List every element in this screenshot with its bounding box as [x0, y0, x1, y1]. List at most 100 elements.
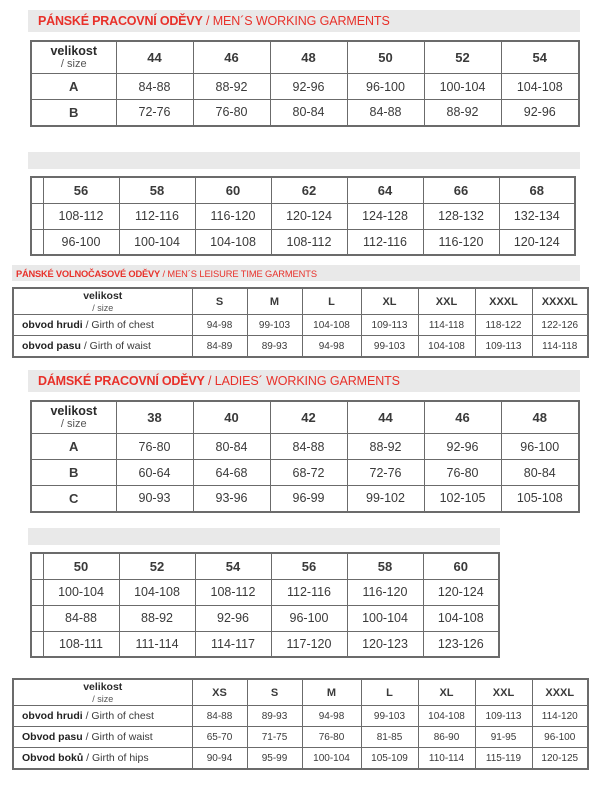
table-row-header: 50 52 54 56 58 60 — [30, 552, 500, 580]
table-cell: 89-93 — [246, 705, 303, 728]
row-label: B — [30, 459, 117, 487]
column-header: 54 — [500, 40, 580, 75]
table-cell: 112-116 — [118, 202, 196, 230]
table-cell: 112-116 — [270, 578, 348, 606]
table-cell: 94-98 — [301, 335, 362, 358]
column-header: 68 — [498, 176, 576, 204]
table-cell: 108-111 — [42, 630, 120, 658]
table-cell: 80-84 — [192, 433, 271, 461]
table-cell: 99-103 — [360, 705, 419, 728]
table-cell: 99-103 — [246, 314, 303, 337]
table-row: obvod hrudi / Girth of chest 94-98 99-10… — [12, 314, 589, 337]
column-header: 60 — [194, 176, 272, 204]
table-cell: 128-132 — [422, 202, 500, 230]
row-label: A — [30, 73, 117, 101]
column-header: 52 — [118, 552, 196, 580]
table-cell: 71-75 — [246, 726, 303, 749]
row-label-stub — [30, 630, 44, 658]
table-cell: 105-108 — [500, 485, 580, 513]
table-cell: 84-88 — [269, 433, 348, 461]
table-cell: 120-124 — [422, 578, 500, 606]
table-cell: 120-124 — [270, 202, 348, 230]
table-row: B 60-64 64-68 68-72 72-76 76-80 80-84 — [30, 459, 580, 487]
table-cell: 104-108 — [118, 578, 196, 606]
size-label-en: / size — [60, 418, 87, 431]
column-header: 40 — [192, 400, 271, 435]
table-cell: 88-92 — [423, 99, 502, 127]
column-header: XXXXL — [531, 287, 589, 316]
size-label-cz: velikost — [50, 44, 98, 58]
row-label-en: / Girth of waist — [82, 731, 153, 744]
row-label-cz: Obvod boků — [22, 752, 84, 765]
row-label-stub — [30, 552, 44, 580]
size-label-cz: velikost — [83, 290, 123, 302]
table-cell: 114-120 — [531, 705, 589, 728]
table-cell: 114-118 — [417, 314, 476, 337]
table-cell: 100-104 — [423, 73, 502, 101]
table-row: obvod hrudi / Girth of chest 84-88 89-93… — [12, 705, 589, 728]
column-header: 44 — [346, 400, 425, 435]
table-cell: 68-72 — [269, 459, 348, 487]
table-cell: 76-80 — [115, 433, 194, 461]
column-header: 42 — [269, 400, 348, 435]
column-header: L — [301, 287, 362, 316]
table-cell: 88-92 — [192, 73, 271, 101]
row-label-stub — [30, 578, 44, 606]
table-cell: 104-108 — [500, 73, 580, 101]
table-cell: 94-98 — [301, 705, 362, 728]
row-label-en: / Girth of waist — [80, 340, 151, 353]
table-row: 100-104 104-108 108-112 112-116 116-120 … — [30, 578, 500, 606]
column-header: 56 — [270, 552, 348, 580]
table-cell: 84-88 — [42, 604, 120, 632]
table-cell: 109-113 — [360, 314, 419, 337]
table-mens-leisure: velikost / size S M L XL XXL XXXL XXXXL … — [12, 287, 589, 358]
table-cell: 96-99 — [269, 485, 348, 513]
row-label: Obvod boků / Girth of hips — [12, 747, 193, 770]
table-cell: 64-68 — [192, 459, 271, 487]
table-cell: 92-96 — [423, 433, 502, 461]
table-cell: 84-88 — [115, 73, 194, 101]
table-cell: 122-126 — [531, 314, 589, 337]
column-header: M — [301, 678, 362, 707]
table-cell: 86-90 — [417, 726, 476, 749]
row-label: A — [30, 433, 117, 461]
table-cell: 93-96 — [192, 485, 271, 513]
table-cell: 116-120 — [422, 228, 500, 256]
row-label-cz: Obvod pasu — [22, 731, 83, 744]
row-label-stub — [30, 176, 44, 204]
table-cell: 94-98 — [191, 314, 248, 337]
table-cell: 80-84 — [269, 99, 348, 127]
table-row: 108-111 111-114 114-117 117-120 120-123 … — [30, 630, 500, 658]
column-header: L — [360, 678, 419, 707]
table-cell: 108-112 — [270, 228, 348, 256]
heading-cz: DÁMSKÉ PRACOVNÍ ODĚVY — [38, 374, 205, 388]
column-header: 50 — [346, 40, 425, 75]
table-mens-working-part2: 56 58 60 62 64 66 68 108-112 112-116 116… — [30, 176, 576, 256]
table-cell: 96-100 — [346, 73, 425, 101]
table-cell: 120-125 — [531, 747, 589, 770]
size-label-cell: velikost / size — [12, 678, 193, 707]
column-header: XS — [191, 678, 248, 707]
column-header: XXXL — [474, 287, 533, 316]
column-header: 48 — [269, 40, 348, 75]
table-cell: 120-123 — [346, 630, 424, 658]
table-row: C 90-93 93-96 96-99 99-102 102-105 105-1… — [30, 485, 580, 513]
table-row: B 72-76 76-80 80-84 84-88 88-92 92-96 — [30, 99, 580, 127]
column-header: 52 — [423, 40, 502, 75]
table-cell: 92-96 — [269, 73, 348, 101]
table-cell: 108-112 — [42, 202, 120, 230]
table-cell: 81-85 — [360, 726, 419, 749]
table-row: A 76-80 80-84 84-88 88-92 92-96 96-100 — [30, 433, 580, 461]
table-row: 108-112 112-116 116-120 120-124 124-128 … — [30, 202, 576, 230]
table-cell: 89-93 — [246, 335, 303, 358]
table-cell: 84-88 — [346, 99, 425, 127]
table-row: 96-100 100-104 104-108 108-112 112-116 1… — [30, 228, 576, 256]
column-header: XXXL — [531, 678, 589, 707]
table-cell: 117-120 — [270, 630, 348, 658]
row-label-en: / Girth of chest — [82, 710, 154, 723]
column-header: 58 — [346, 552, 424, 580]
table-cell: 112-116 — [346, 228, 424, 256]
row-label-en: / Girth of hips — [83, 752, 149, 765]
column-header: 46 — [423, 400, 502, 435]
column-header: 44 — [115, 40, 194, 75]
